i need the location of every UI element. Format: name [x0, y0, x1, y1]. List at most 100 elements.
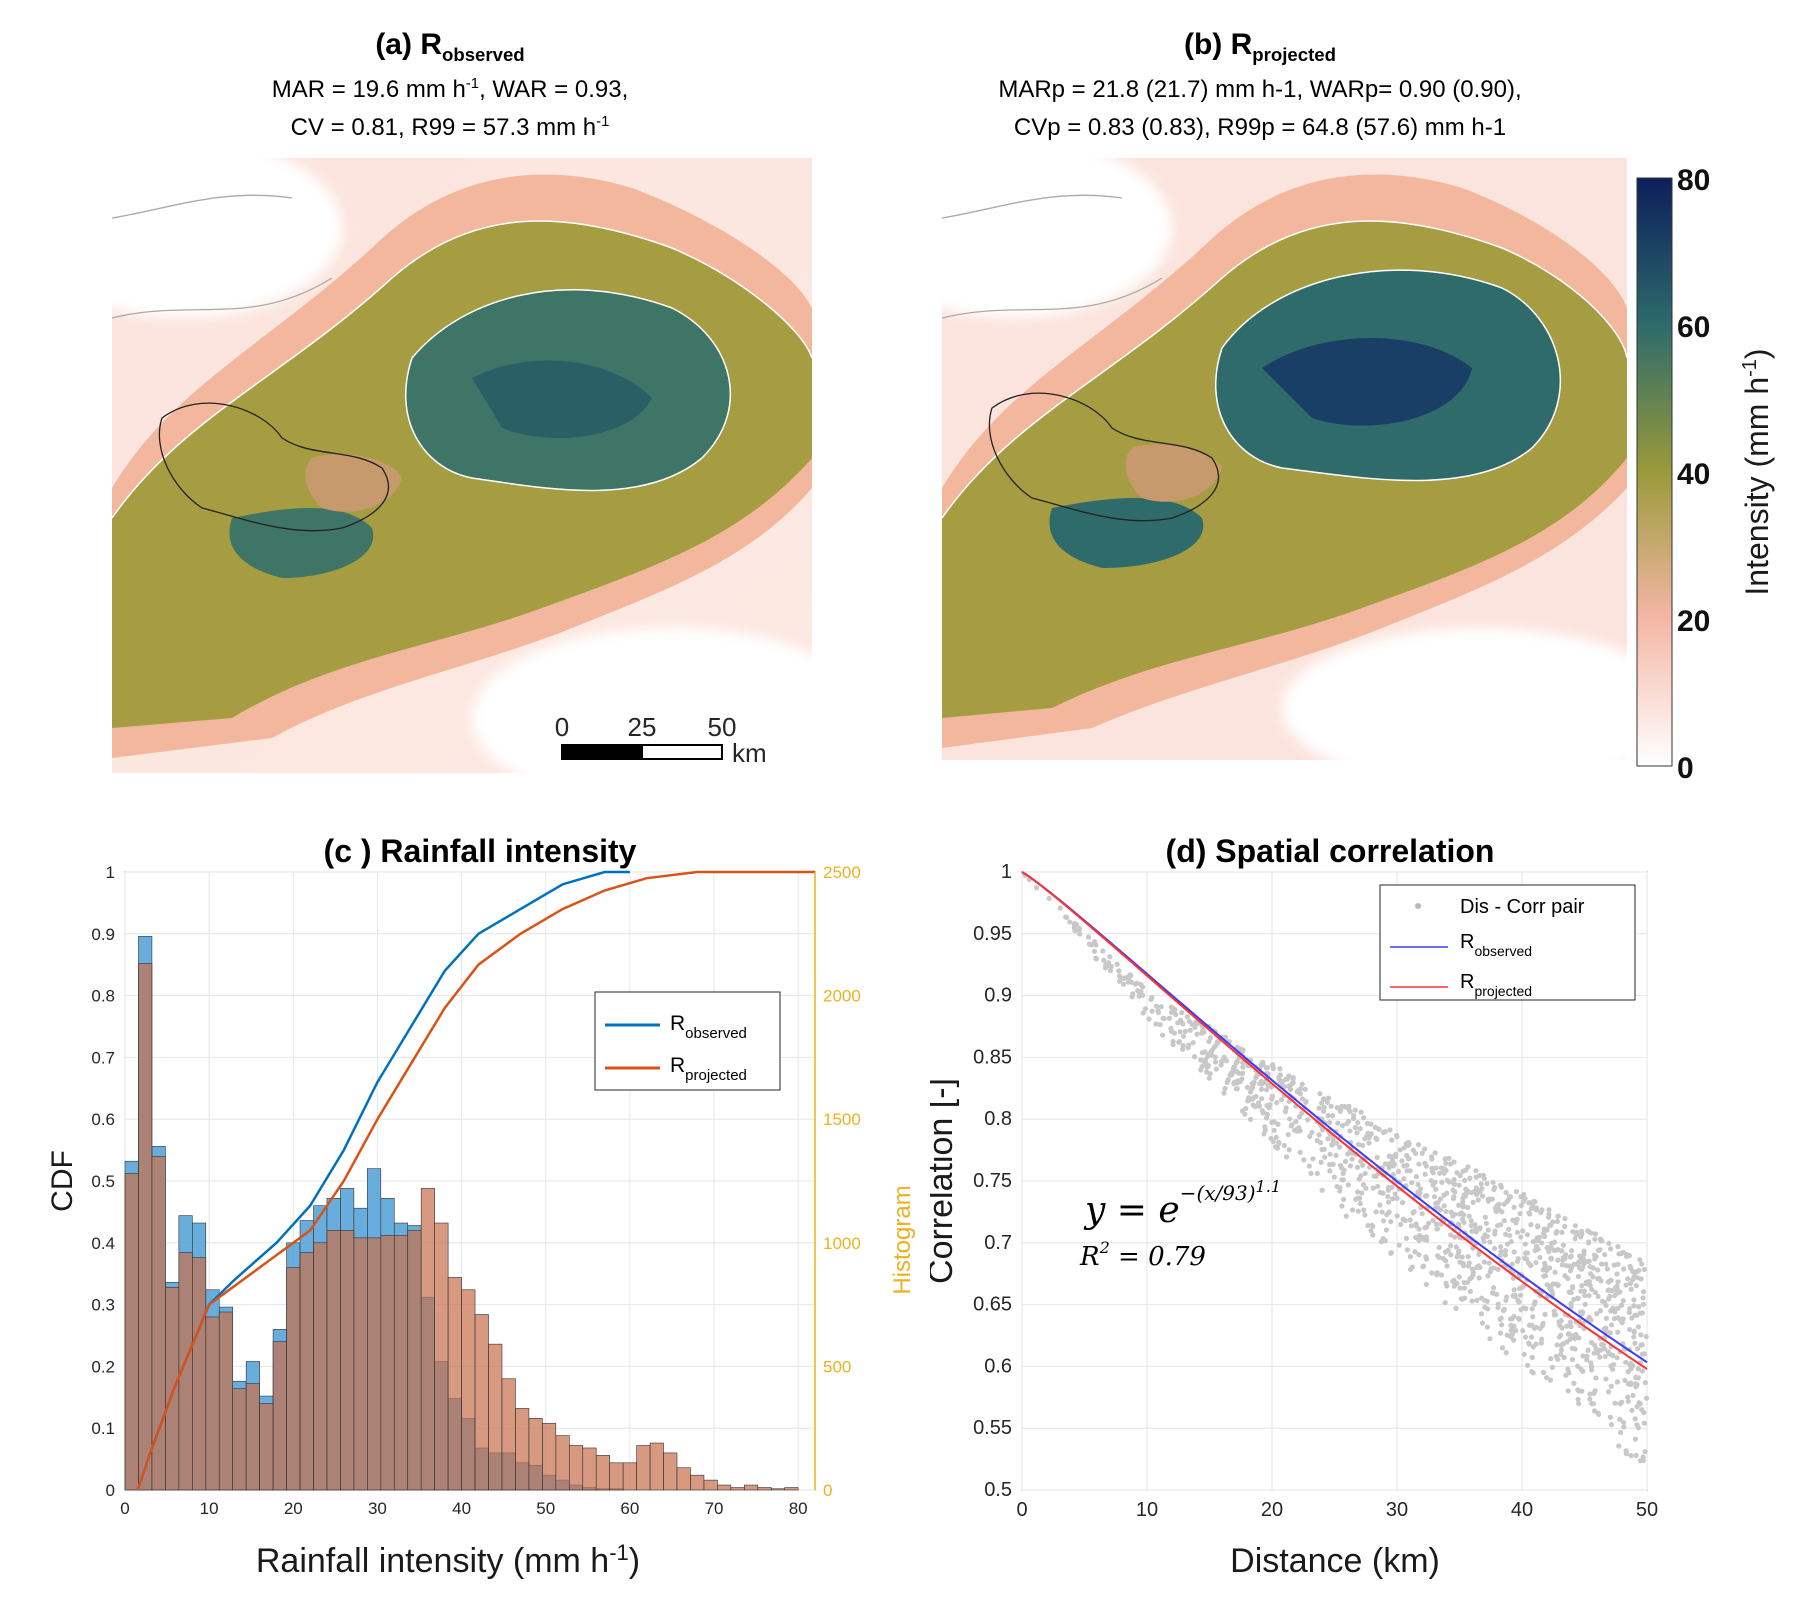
scatter-point — [1336, 1144, 1343, 1150]
scatter-point — [1354, 1189, 1361, 1195]
scatter-point — [1571, 1296, 1577, 1303]
scatter-point — [1242, 1111, 1248, 1117]
cdf-line-projected — [136, 870, 815, 1491]
scatter-point — [1422, 1193, 1429, 1199]
scatter-point — [1442, 1249, 1449, 1255]
scatter-point — [1469, 1298, 1475, 1304]
scatter-point — [1250, 1102, 1256, 1108]
scale-bar: 0 25 50 km — [555, 712, 767, 768]
scatter-point — [1177, 1029, 1183, 1035]
chart-c-y2tick-label: 1500 — [823, 1110, 861, 1129]
scatter-point — [1575, 1363, 1581, 1369]
scatter-point — [1505, 1197, 1511, 1203]
histogram-bar-projected — [555, 1435, 570, 1491]
scatter-point — [1497, 1330, 1504, 1336]
scatter-point — [1316, 1105, 1322, 1111]
scatter-point — [1625, 1381, 1631, 1387]
scatter-point — [1270, 1138, 1276, 1145]
scatter-point — [1155, 1008, 1161, 1014]
scatter-point — [1407, 1217, 1413, 1223]
scatter-point — [1173, 1011, 1179, 1018]
histogram-bar-projected — [717, 1484, 732, 1491]
scatter-point — [1586, 1229, 1593, 1235]
scatter-point — [1640, 1289, 1647, 1295]
scatter-point — [1142, 1006, 1149, 1012]
chart-c-ytick-label: 1 — [106, 863, 115, 882]
scatter-point — [1394, 1134, 1400, 1140]
scatter-point — [1429, 1270, 1435, 1276]
scatter-point — [1521, 1255, 1528, 1261]
scatter-point — [1630, 1277, 1636, 1283]
scatter-point — [1166, 1015, 1172, 1021]
scatter-point — [1529, 1322, 1535, 1328]
scatter-point — [1409, 1180, 1415, 1186]
scatter-point — [1283, 1154, 1290, 1160]
scatter-point — [1314, 1170, 1320, 1177]
scatter-point — [1507, 1232, 1513, 1239]
scatter-point — [1479, 1186, 1485, 1192]
scatter-point — [1540, 1369, 1547, 1375]
colorbar-tick-label: 40 — [1677, 458, 1710, 491]
scatter-point — [1538, 1240, 1545, 1246]
scatter-point — [1271, 1127, 1277, 1133]
chart-d-xtick-label: 40 — [1511, 1499, 1533, 1521]
scatter-point — [1617, 1317, 1624, 1323]
scatter-point — [1290, 1079, 1296, 1086]
scatter-point — [1616, 1251, 1622, 1257]
scatter-point — [1240, 1070, 1246, 1076]
scatter-point — [1390, 1172, 1396, 1178]
scatter-point — [1456, 1182, 1462, 1188]
scatter-point — [1506, 1226, 1512, 1233]
scatter-point — [1603, 1261, 1609, 1267]
scatter-point — [1360, 1162, 1366, 1168]
scatter-point — [1539, 1207, 1545, 1213]
scatter-point — [1153, 1021, 1159, 1027]
scatter-point — [1407, 1266, 1414, 1273]
scatter-point — [1510, 1293, 1516, 1299]
scatter-point — [1465, 1164, 1471, 1170]
scatter-point — [1461, 1219, 1467, 1226]
scatter-point — [1597, 1308, 1604, 1314]
scatter-point — [1548, 1245, 1554, 1251]
scatter-point — [1379, 1209, 1385, 1215]
scatter-point — [1234, 1086, 1240, 1092]
chart-c-xtick-label: 20 — [284, 1499, 303, 1518]
chart-c-ytick-label: 0.5 — [91, 1172, 115, 1191]
scatter-point — [1614, 1379, 1621, 1385]
scatter-point — [1240, 1064, 1246, 1070]
chart-d-ytick-label: 0.85 — [973, 1046, 1012, 1068]
scatter-point — [1580, 1309, 1586, 1315]
colorbar-tick-label: 60 — [1677, 311, 1710, 344]
scatter-point — [1559, 1262, 1565, 1268]
scatter-point — [1586, 1292, 1592, 1299]
scatter-point — [1498, 1182, 1504, 1188]
chart-c-ylabel: CDF — [46, 1150, 79, 1212]
scatter-point — [1153, 1003, 1160, 1009]
chart-c-ytick-label: 0 — [106, 1481, 115, 1500]
scatter-point — [1394, 1213, 1400, 1219]
scatter-point — [1540, 1320, 1546, 1326]
scatter-point — [1632, 1416, 1638, 1422]
scatter-point — [1477, 1172, 1483, 1179]
scatter-point — [1389, 1137, 1395, 1143]
scatter-point — [1593, 1253, 1599, 1260]
scatter-point — [1353, 1196, 1359, 1202]
scatter-point — [1489, 1196, 1495, 1202]
scatter-point — [1625, 1394, 1631, 1400]
scatter-point — [1158, 1004, 1164, 1010]
scatter-point — [1614, 1271, 1620, 1277]
chart-c-ytick-label: 0.1 — [91, 1419, 115, 1438]
histogram-bar-projected — [649, 1442, 664, 1491]
scatter-point — [1072, 928, 1078, 934]
chart-d-ylabel: Correlation [-] — [930, 1078, 960, 1284]
scatter-point — [1085, 934, 1092, 940]
scatter-point — [1580, 1353, 1586, 1359]
scatter-point — [1555, 1257, 1561, 1263]
scatter-point — [1199, 1063, 1205, 1070]
scatter-point — [1529, 1306, 1535, 1312]
histogram-bar-projected — [165, 1286, 180, 1491]
scatter-point — [1636, 1304, 1642, 1310]
scatter-point — [1582, 1301, 1588, 1307]
scatter-point — [1137, 990, 1143, 996]
scatter-point — [1345, 1118, 1352, 1124]
